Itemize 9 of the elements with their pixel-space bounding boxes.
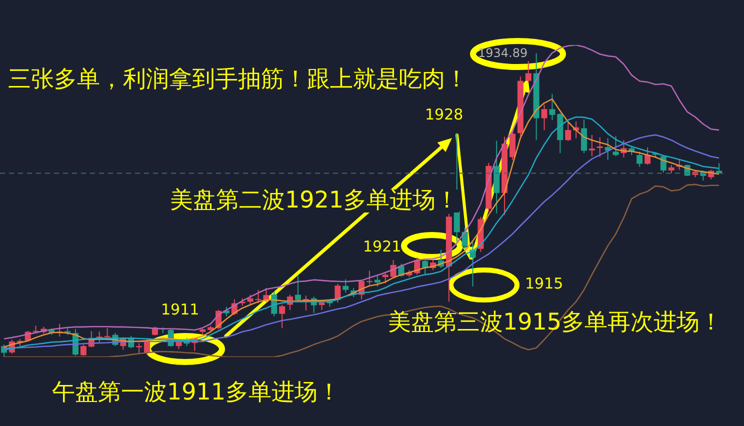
annotation: 美盘第三波1915多单再次进场！ — [388, 310, 723, 336]
annotation: 美盘第二波1921多单进场！ — [170, 188, 459, 214]
annotation: 1921 — [363, 238, 402, 256]
annotation: 1934.89 — [478, 46, 528, 60]
annotation: 1915 — [525, 274, 564, 292]
annotation: 1911 — [161, 300, 200, 318]
text: 午盘第一波1911多单进场！ — [52, 380, 341, 406]
annotation: 三张多单，利润拿到手抽筋！跟上就是吃肉！ — [8, 66, 468, 92]
annotation: 1928 — [425, 106, 464, 124]
